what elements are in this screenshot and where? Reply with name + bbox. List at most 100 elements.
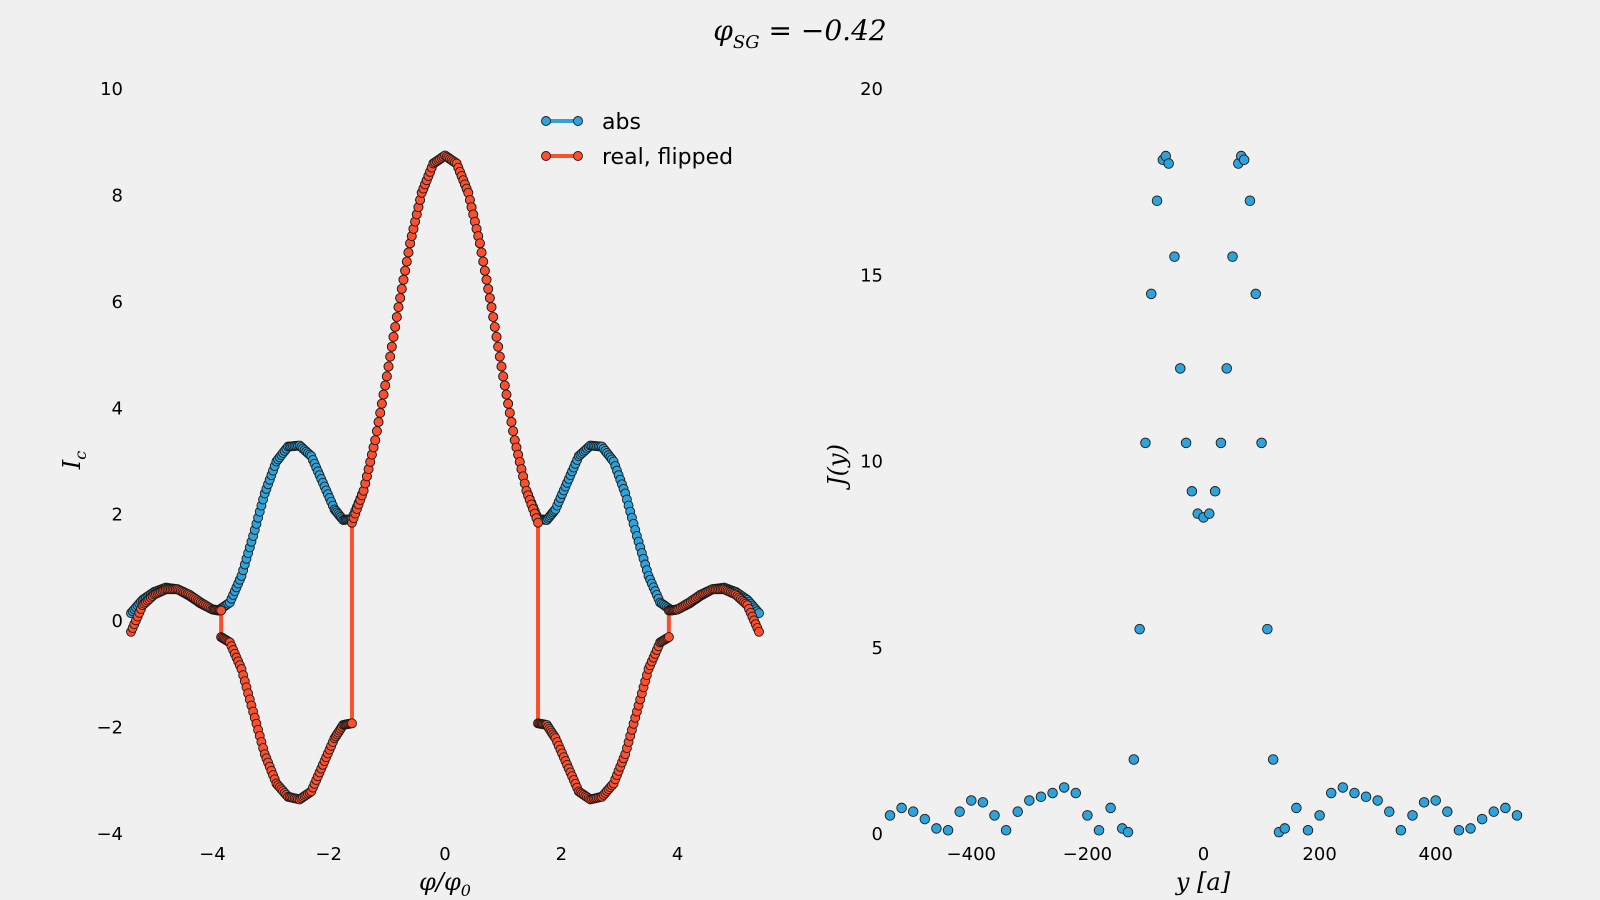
right-data-point xyxy=(1244,195,1256,206)
left-series-line-0 xyxy=(129,153,761,615)
right-data-point xyxy=(1134,623,1145,635)
right-xlabel: y [a] xyxy=(1175,868,1231,896)
right-data-point xyxy=(1453,825,1465,836)
left-data-point xyxy=(347,718,357,729)
right-ylabel: J(y) xyxy=(823,444,851,491)
left-data-point xyxy=(483,283,494,294)
left-ytick-label: 0 xyxy=(112,611,123,632)
right-data-point xyxy=(1360,791,1372,803)
left-xtick-label: −2 xyxy=(315,844,342,865)
right-data-point xyxy=(1256,437,1267,449)
left-data-point xyxy=(533,517,543,528)
left-data-point xyxy=(391,312,402,323)
right-data-point xyxy=(1140,437,1151,449)
right-data-point xyxy=(1186,486,1198,497)
left-data-point xyxy=(380,380,391,391)
right-data-point xyxy=(1122,826,1134,838)
right-data-point xyxy=(1407,810,1418,821)
left-data-point xyxy=(396,283,407,294)
left-data-point xyxy=(663,632,674,643)
right-data-point xyxy=(896,802,907,814)
svg-text:φSG = −0.42: φSG = −0.42 xyxy=(713,14,886,53)
right-xtick-label: 200 xyxy=(1302,844,1336,865)
left-series-line-1 xyxy=(129,153,761,802)
right-data-point xyxy=(884,810,896,821)
left-data-point xyxy=(488,312,499,323)
left-data-point xyxy=(501,389,512,400)
left-data-point xyxy=(400,265,411,276)
right-xtick-label: −400 xyxy=(947,844,996,865)
legend-marker xyxy=(573,116,583,126)
right-data-point xyxy=(1128,754,1140,765)
right-data-point xyxy=(1465,823,1476,834)
right-data-point xyxy=(1384,806,1395,817)
left-data-point xyxy=(508,426,519,437)
left-data-point xyxy=(479,265,490,276)
right-data-point xyxy=(1500,802,1511,814)
left-data-point xyxy=(401,256,412,267)
left-xtick-label: 0 xyxy=(439,844,450,865)
left-data-point xyxy=(216,605,227,616)
left-ytick-label: 10 xyxy=(100,79,123,100)
right-ytick-label: 0 xyxy=(872,824,883,845)
right-data-point xyxy=(942,825,954,836)
right-data-point xyxy=(989,810,1000,821)
right-data-point xyxy=(1169,251,1180,262)
left-data-point xyxy=(388,331,399,342)
left-data-point xyxy=(390,321,401,332)
left-data-point xyxy=(371,426,382,437)
left-ytick-label: −2 xyxy=(96,718,123,739)
right-data-point xyxy=(1215,437,1227,449)
left-data-point xyxy=(476,247,487,258)
right-data-point xyxy=(1105,802,1116,814)
right-data-point xyxy=(1047,787,1058,799)
left-data-point xyxy=(378,389,389,400)
right-data-point xyxy=(1476,813,1488,825)
right-ytick-label: 20 xyxy=(860,79,883,100)
left-data-point xyxy=(496,361,507,372)
legend-label: abs xyxy=(602,110,641,135)
right-data-point xyxy=(1163,158,1174,169)
left-ytick-label: 6 xyxy=(112,292,123,313)
right-data-point xyxy=(1337,782,1349,793)
right-data-point xyxy=(1442,806,1453,817)
left-data-point xyxy=(499,380,510,391)
right-data-point xyxy=(1209,486,1221,497)
right-data-point xyxy=(1035,791,1047,803)
left-data-point xyxy=(474,238,485,249)
right-data-point xyxy=(1250,288,1261,300)
right-xtick-label: 400 xyxy=(1419,844,1453,865)
right-data-point xyxy=(1012,806,1023,817)
left-ytick-label: 2 xyxy=(112,505,123,526)
right-data-point xyxy=(1082,810,1093,821)
left-data-point xyxy=(493,341,504,352)
right-data-point xyxy=(1175,363,1186,374)
right-data-point xyxy=(1221,363,1232,374)
legend-label: real, flipped xyxy=(602,145,733,170)
left-ylabel: Ic xyxy=(58,451,90,470)
right-ytick-label: 10 xyxy=(860,452,883,473)
left-data-point xyxy=(381,371,392,382)
right-data-point xyxy=(1145,288,1157,300)
right-data-point xyxy=(919,813,931,825)
right-data-point xyxy=(1291,802,1302,814)
right-xtick-label: −200 xyxy=(1063,844,1112,865)
left-data-point xyxy=(370,435,381,446)
right-data-point xyxy=(1395,825,1407,836)
right-data-point xyxy=(1070,787,1082,799)
left-data-point xyxy=(498,371,509,382)
right-data-point xyxy=(1227,251,1238,262)
left-data-point xyxy=(398,274,409,285)
left-data-point xyxy=(491,331,502,342)
left-xtick-label: 4 xyxy=(672,844,683,865)
left-ytick-label: −4 xyxy=(96,824,123,845)
right-data-point xyxy=(1000,825,1012,836)
figure-title: φSG = −0.42 xyxy=(713,14,886,53)
left-data-point xyxy=(489,321,500,332)
left-data-point xyxy=(383,361,394,372)
right-data-point xyxy=(1488,806,1500,817)
left-data-point xyxy=(386,341,397,352)
left-data-point xyxy=(375,407,386,418)
left-data-point xyxy=(503,398,514,409)
right-data-point xyxy=(1372,795,1383,806)
